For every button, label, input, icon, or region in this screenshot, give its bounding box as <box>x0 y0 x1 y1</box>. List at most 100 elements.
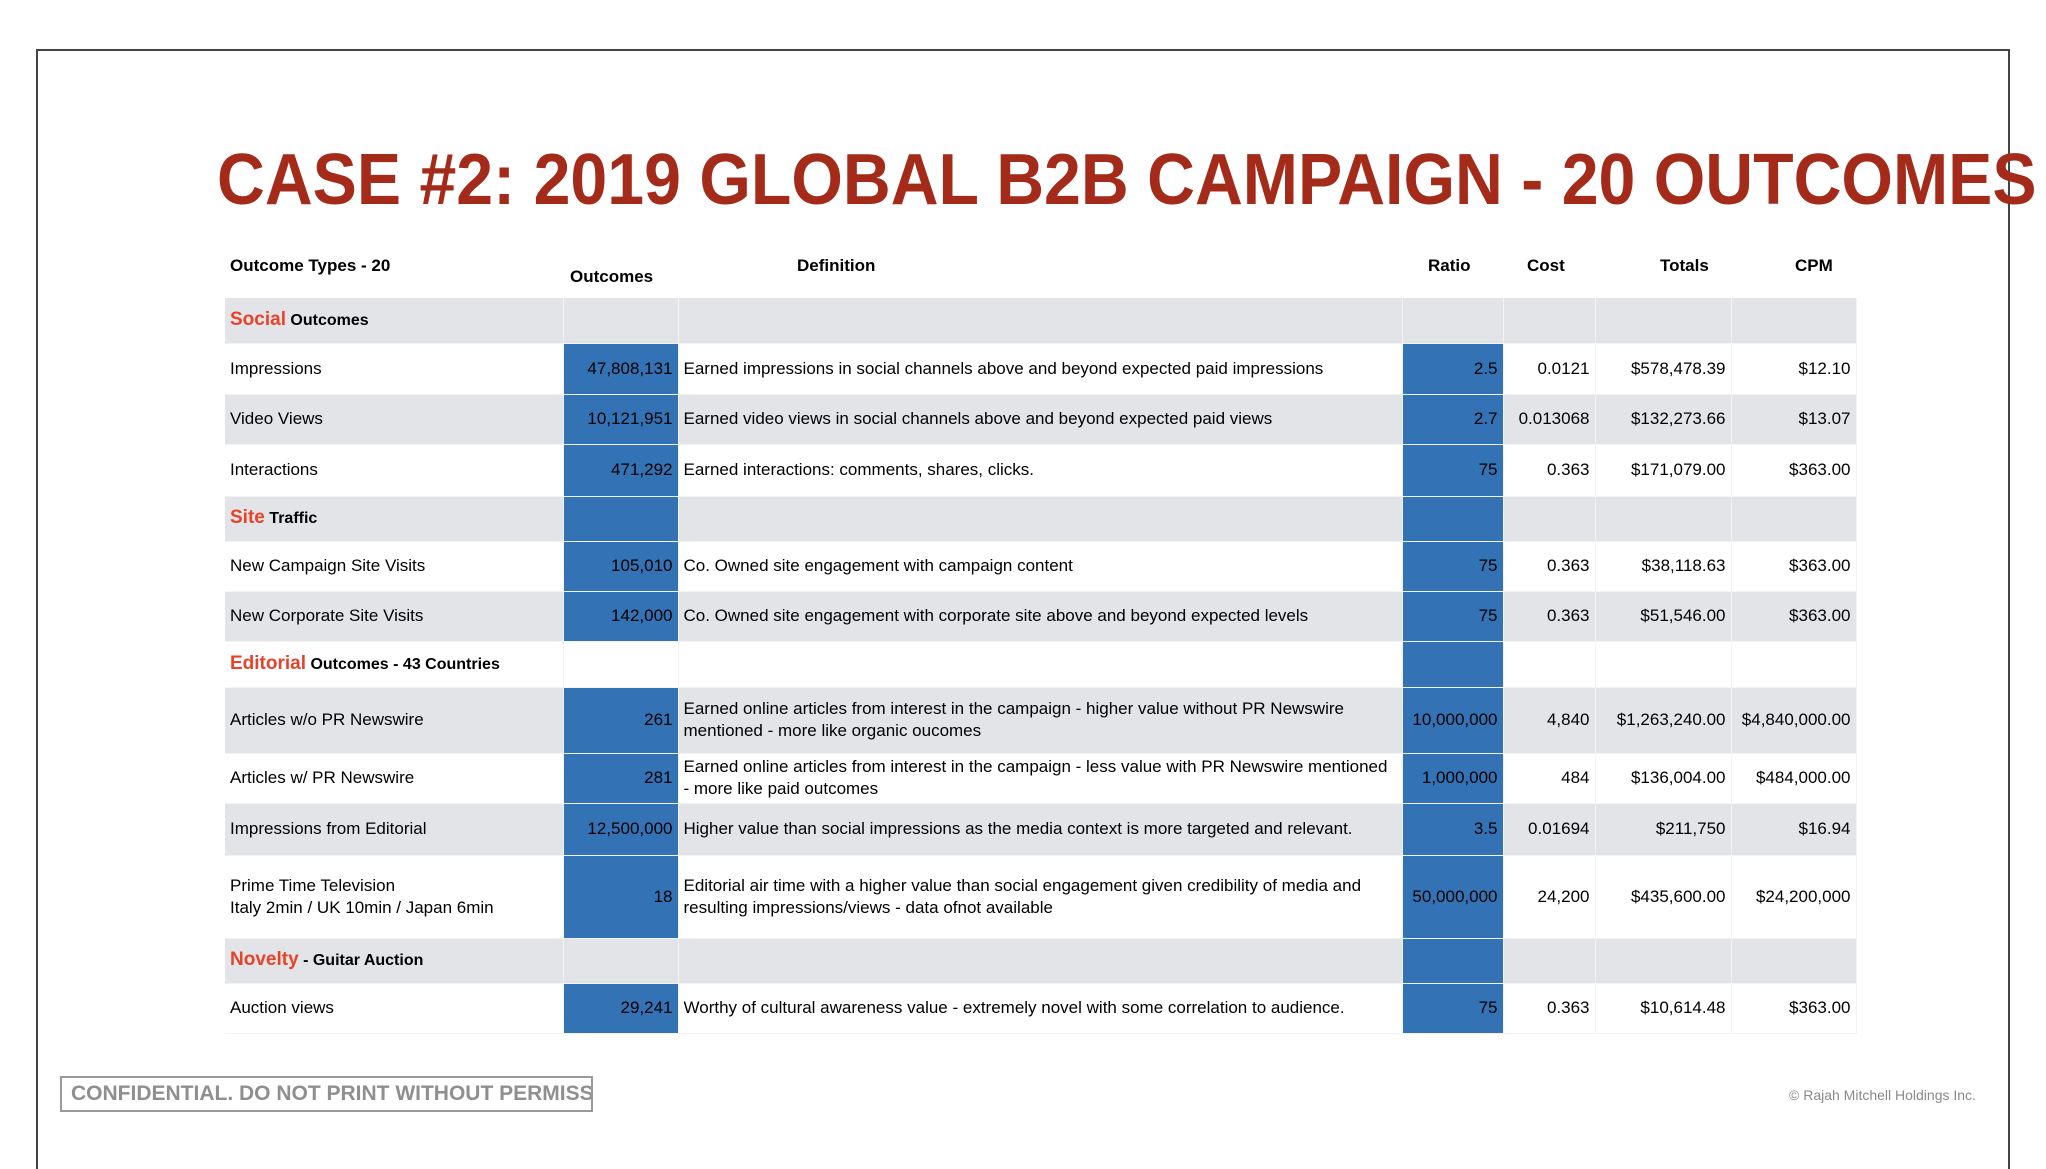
outcome-ratio: 10,000,000 <box>1402 687 1504 754</box>
header-outcomes: Outcomes <box>570 267 654 286</box>
header-cost: Cost <box>1527 256 1565 275</box>
section-row-site: Site Traffic <box>225 496 1857 542</box>
outcome-cpm: $16.94 <box>1731 803 1857 856</box>
outcome-definition: Earned interactions: comments, shares, c… <box>678 444 1403 497</box>
outcome-total: $435,600.00 <box>1595 855 1732 939</box>
outcome-definition: Earned online articles from interest in … <box>678 687 1403 754</box>
table-row: Articles w/ PR Newswire 281 Earned onlin… <box>225 753 1857 804</box>
outcome-ratio: 50,000,000 <box>1402 855 1504 939</box>
outcome-cost: 0.0121 <box>1503 343 1596 395</box>
outcome-count: 281 <box>563 753 679 804</box>
confidential-notice: CONFIDENTIAL. DO NOT PRINT WITHOUT PERMI… <box>60 1076 593 1112</box>
outcome-total: $51,546.00 <box>1595 591 1732 642</box>
table-row: Impressions from Editorial 12,500,000 Hi… <box>225 803 1857 856</box>
header-definition: Definition <box>797 256 876 275</box>
outcome-total: $132,273.66 <box>1595 394 1732 445</box>
outcome-cost: 0.363 <box>1503 541 1596 592</box>
outcome-type: Prime Time Television Italy 2min / UK 10m… <box>225 855 564 939</box>
section-row-social: Social Outcomes <box>225 298 1857 344</box>
section-accent: Social <box>230 308 286 330</box>
section-label: Editorial Outcomes - 43 Countries <box>225 641 564 688</box>
section-row-editorial: Editorial Outcomes - 43 Countries <box>225 641 1857 688</box>
outcome-definition: Earned video views in social channels ab… <box>678 394 1403 445</box>
outcome-cost: 0.013068 <box>1503 394 1596 445</box>
outcome-type: Impressions from Editorial <box>225 803 564 856</box>
outcome-cost: 4,840 <box>1503 687 1596 754</box>
outcome-cost: 0.363 <box>1503 983 1596 1034</box>
outcome-count: 10,121,951 <box>563 394 679 445</box>
outcome-total: $10,614.48 <box>1595 983 1732 1034</box>
outcome-type: Articles w/o PR Newswire <box>225 687 564 754</box>
outcome-cpm: $4,840,000.00 <box>1731 687 1857 754</box>
outcome-type: Impressions <box>225 343 564 395</box>
outcome-ratio: 75 <box>1402 591 1504 642</box>
outcome-total: $38,118.63 <box>1595 541 1732 592</box>
outcome-ratio: 2.5 <box>1402 343 1504 395</box>
outcome-cpm: $24,200,000 <box>1731 855 1857 939</box>
slide-frame <box>36 49 2010 1169</box>
outcome-total: $211,750 <box>1595 803 1732 856</box>
section-rest: Outcomes - 43 Countries <box>306 655 500 673</box>
section-accent: Editorial <box>230 652 307 674</box>
outcome-ratio: 3.5 <box>1402 803 1504 856</box>
outcome-cost: 484 <box>1503 753 1596 804</box>
outcome-total: $171,079.00 <box>1595 444 1732 497</box>
outcome-definition: Worthy of cultural awareness value - ext… <box>678 983 1403 1034</box>
outcome-cost: 24,200 <box>1503 855 1596 939</box>
outcome-cost: 0.01694 <box>1503 803 1596 856</box>
outcome-type: New Campaign Site Visits <box>225 541 564 592</box>
section-row-novelty: Novelty - Guitar Auction <box>225 938 1857 984</box>
outcome-count: 47,808,131 <box>563 343 679 395</box>
outcome-count: 471,292 <box>563 444 679 497</box>
section-rest: Outcomes <box>285 311 369 329</box>
outcome-cpm: $13.07 <box>1731 394 1857 445</box>
header-outcome-types: Outcome Types - 20 <box>230 256 391 275</box>
section-label: Social Outcomes <box>225 298 564 344</box>
outcome-ratio: 75 <box>1402 444 1504 497</box>
outcome-cost: 0.363 <box>1503 591 1596 642</box>
outcome-cpm: $12.10 <box>1731 343 1857 395</box>
outcome-count: 29,241 <box>563 983 679 1034</box>
section-label: Site Traffic <box>225 496 564 542</box>
outcome-definition: Co. Owned site engagement with corporate… <box>678 591 1403 642</box>
outcome-type: Articles w/ PR Newswire <box>225 753 564 804</box>
table-row: Impressions 47,808,131 Earned impression… <box>225 343 1857 395</box>
outcome-total: $1,263,240.00 <box>1595 687 1732 754</box>
outcome-cpm: $363.00 <box>1731 541 1857 592</box>
outcome-cpm: $484,000.00 <box>1731 753 1857 804</box>
outcome-definition: Higher value than social impressions as … <box>678 803 1403 856</box>
outcome-type: Video Views <box>225 394 564 445</box>
outcome-definition: Earned online articles from interest in … <box>678 753 1403 804</box>
section-accent: Novelty <box>230 949 299 970</box>
outcome-cost: 0.363 <box>1503 444 1596 497</box>
outcome-definition: Editorial air time with a higher value t… <box>678 855 1403 939</box>
table-row: Video Views 10,121,951 Earned video view… <box>225 394 1857 445</box>
outcome-total: $578,478.39 <box>1595 343 1732 395</box>
outcome-total: $136,004.00 <box>1595 753 1732 804</box>
table-row: New Corporate Site Visits 142,000 Co. Ow… <box>225 591 1857 642</box>
outcome-count: 18 <box>563 855 679 939</box>
table-row: Interactions 471,292 Earned interactions… <box>225 444 1857 497</box>
header-cpm: CPM <box>1795 256 1833 275</box>
outcome-count: 261 <box>563 687 679 754</box>
outcome-ratio: 75 <box>1402 983 1504 1034</box>
header-ratio: Ratio <box>1428 256 1471 275</box>
outcome-cpm: $363.00 <box>1731 591 1857 642</box>
outcome-cpm: $363.00 <box>1731 983 1857 1034</box>
table-row: New Campaign Site Visits 105,010 Co. Own… <box>225 541 1857 592</box>
copyright-notice: © Rajah Mitchell Holdings Inc. <box>1789 1087 1976 1103</box>
outcome-ratio: 1,000,000 <box>1402 753 1504 804</box>
header-totals: Totals <box>1660 256 1709 275</box>
section-rest: - Guitar Auction <box>298 952 424 969</box>
table-row: Prime Time Television Italy 2min / UK 10m… <box>225 855 1857 939</box>
table-row: Auction views 29,241 Worthy of cultural … <box>225 983 1857 1034</box>
outcome-type: New Corporate Site Visits <box>225 591 564 642</box>
outcome-type: Interactions <box>225 444 564 497</box>
outcome-ratio: 75 <box>1402 541 1504 592</box>
table-row: Articles w/o PR Newswire 261 Earned onli… <box>225 687 1857 754</box>
outcome-type-line1: Prime Time Television <box>230 875 396 895</box>
outcome-type: Auction views <box>225 983 564 1034</box>
outcome-count: 105,010 <box>563 541 679 592</box>
section-rest: Traffic <box>264 510 318 527</box>
slide-title: CASE #2: 2019 GLOBAL B2B CAMPAIGN - 20 O… <box>217 140 2037 220</box>
